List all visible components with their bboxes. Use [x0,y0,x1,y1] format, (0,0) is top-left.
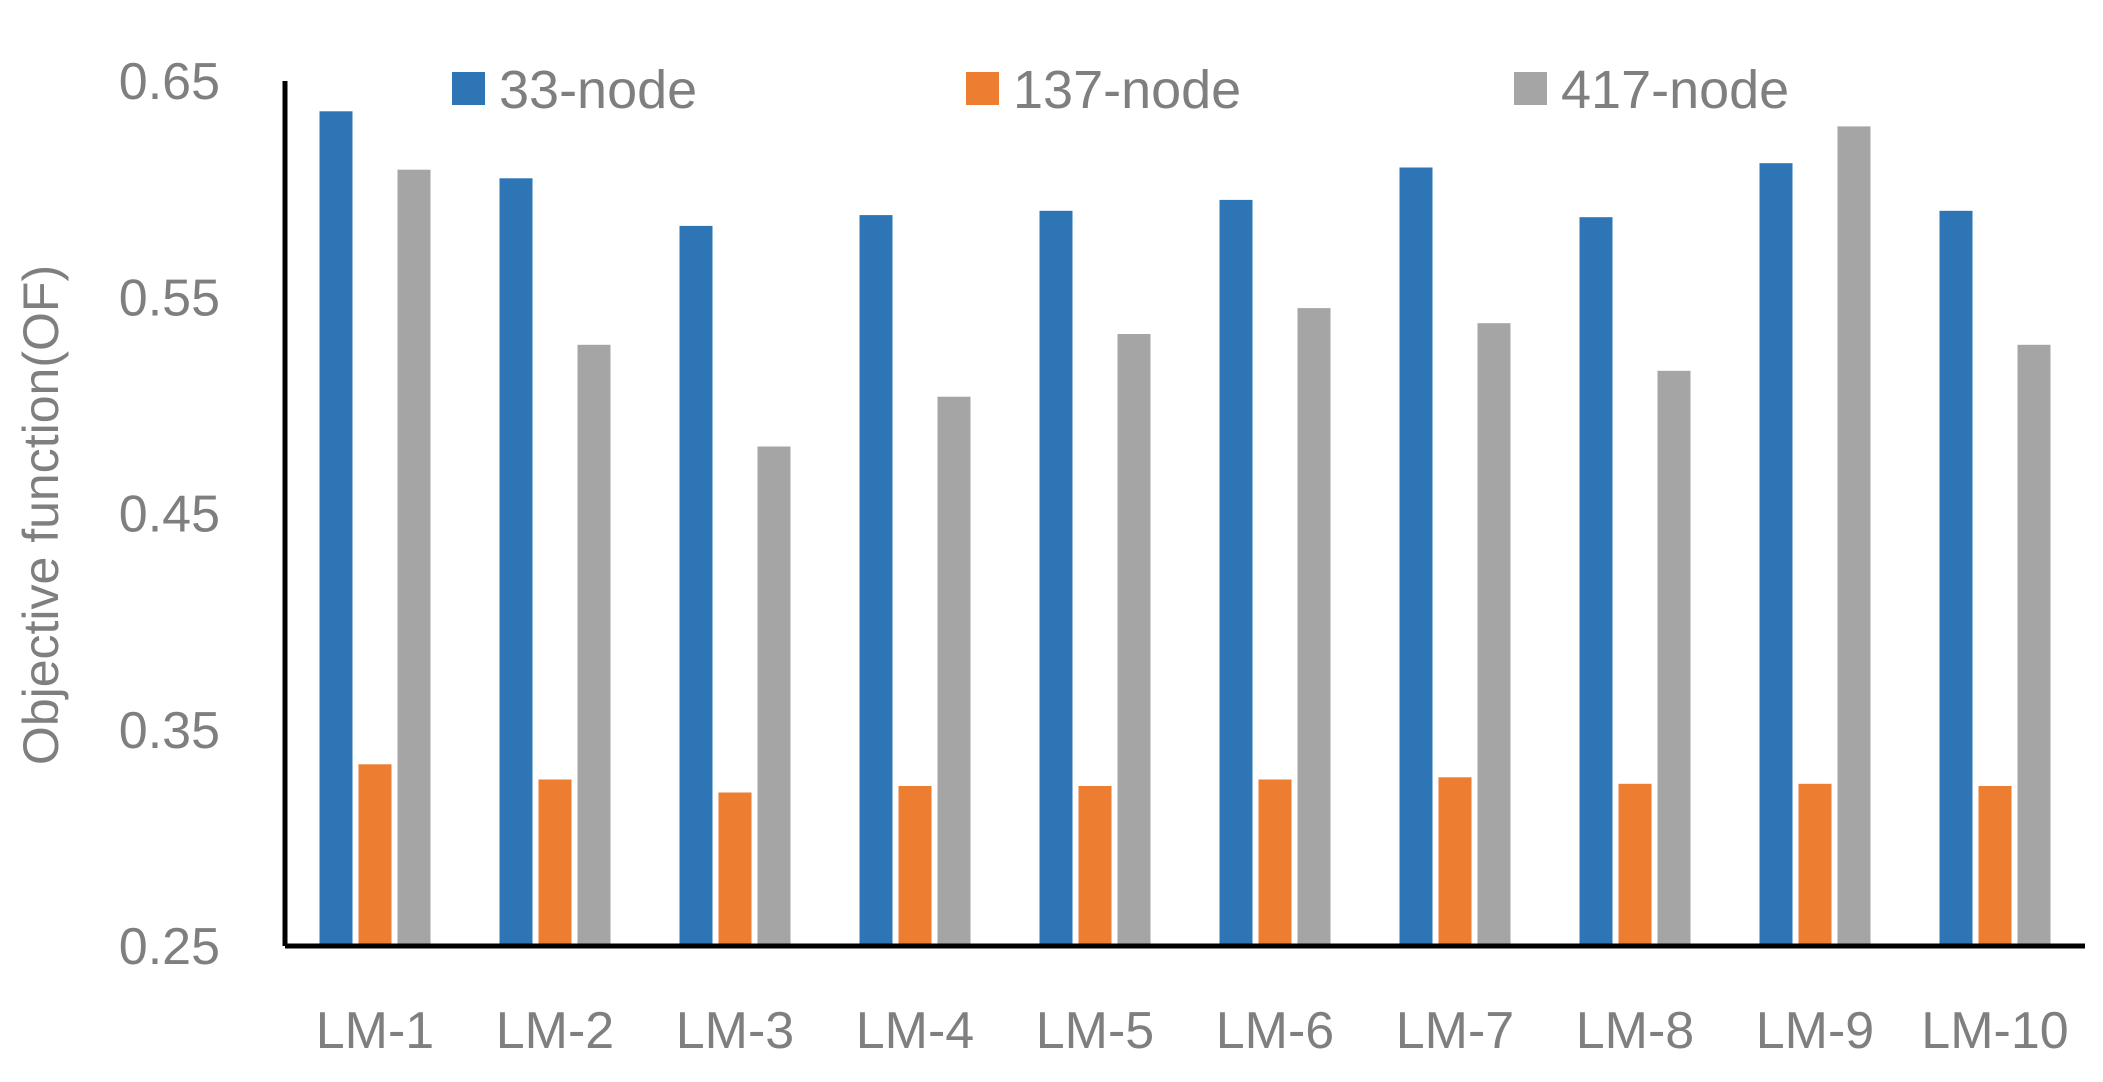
bar-137-node-lm-10 [1978,786,2012,946]
x-tick-label: LM-4 [856,1002,974,1060]
bar-137-node-lm-8 [1618,783,1652,946]
y-axis-title: Objective function(OF) [13,265,69,765]
x-tick-label: LM-2 [496,1002,614,1060]
bar-137-node-lm-9 [1798,783,1832,946]
x-tick-label: LM-6 [1216,1002,1334,1060]
y-tick-label: 0.65 [119,53,220,111]
bar-33-node-lm-3 [679,225,713,946]
legend: 33-node 137-node 417-node [452,60,1789,120]
bar-137-node-lm-7 [1438,777,1472,946]
x-tick-label: LM-10 [1921,1002,2068,1060]
bar-137-node-lm-2 [538,779,572,946]
x-tick-label: LM-1 [316,1002,434,1060]
y-axis-ticks: 0.25 0.35 0.45 0.55 0.65 [119,53,220,976]
bar-33-node-lm-9 [1759,163,1793,946]
legend-swatch-33-node [452,72,485,105]
bar-137-node-lm-4 [898,786,932,946]
y-tick-label: 0.45 [119,486,220,544]
y-tick-label: 0.25 [119,918,220,976]
bar-417-node-lm-10 [2017,344,2051,946]
y-tick-label: 0.35 [119,702,220,760]
bar-417-node-lm-1 [397,169,431,946]
bar-417-node-lm-7 [1477,323,1511,946]
x-tick-label: LM-9 [1756,1002,1874,1060]
bar-33-node-lm-10 [1939,210,1973,947]
bar-33-node-lm-7 [1399,167,1433,946]
bar-417-node-lm-2 [577,344,611,946]
bar-137-node-lm-1 [358,764,392,946]
bar-33-node-lm-6 [1219,199,1253,946]
bar-417-node-lm-3 [757,446,791,946]
x-tick-label: LM-7 [1396,1002,1514,1060]
bar-417-node-lm-6 [1297,308,1331,947]
bar-137-node-lm-5 [1078,786,1112,946]
legend-label-417-node: 417-node [1561,60,1789,120]
x-tick-label: LM-5 [1036,1002,1154,1060]
x-axis-category-labels: LM-1 LM-2 LM-3 LM-4 LM-5 LM-6 LM-7 LM-8 LM-9 LM-1… [316,1002,2069,1060]
legend-label-33-node: 33-node [499,60,697,120]
y-tick-label: 0.55 [119,269,220,327]
legend-swatch-417-node [1514,72,1547,105]
bar-33-node-lm-1 [319,111,353,947]
bar-137-node-lm-3 [718,792,752,946]
bar-417-node-lm-5 [1117,334,1151,946]
legend-label-137-node: 137-node [1013,60,1241,120]
bars [319,111,2051,947]
bar-417-node-lm-4 [937,396,971,946]
bar-417-node-lm-8 [1657,370,1691,946]
bar-33-node-lm-5 [1039,210,1073,947]
x-tick-label: LM-8 [1576,1002,1694,1060]
bar-33-node-lm-8 [1579,217,1613,946]
bar-33-node-lm-2 [499,178,533,947]
x-tick-label: LM-3 [676,1002,794,1060]
bar-33-node-lm-4 [859,215,893,947]
legend-swatch-137-node [966,72,999,105]
bar-417-node-lm-9 [1837,126,1871,946]
bar-137-node-lm-6 [1258,779,1292,946]
